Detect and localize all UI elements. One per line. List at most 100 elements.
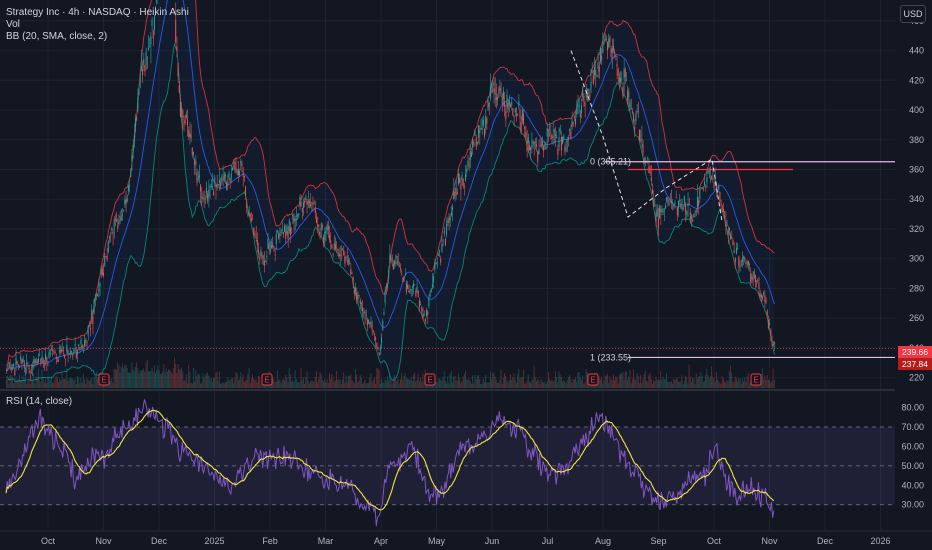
volume-bar	[116, 370, 117, 388]
volume-bar	[656, 379, 658, 388]
candle	[17, 364, 19, 367]
volume-bar	[213, 377, 214, 388]
volume-bar	[711, 366, 713, 388]
candle	[183, 118, 185, 120]
volume-bar	[560, 376, 562, 388]
volume-bar	[429, 383, 431, 388]
volume-bar	[230, 378, 232, 388]
volume-bar	[467, 379, 469, 388]
earnings-marker: E	[587, 373, 599, 386]
volume-bar	[642, 378, 644, 388]
volume-bar	[717, 379, 718, 388]
candle	[179, 101, 181, 117]
candle	[132, 144, 134, 151]
volume-bar	[447, 376, 449, 388]
volume-bar	[511, 380, 513, 388]
volume-bar	[527, 374, 529, 388]
volume-bar	[582, 375, 584, 388]
volume-bar	[650, 379, 652, 388]
volume-bar	[343, 372, 345, 388]
volume-legend[interactable]: Vol	[6, 19, 20, 30]
candle	[429, 292, 431, 297]
candle	[237, 170, 239, 176]
candle	[294, 218, 296, 222]
candle	[350, 269, 352, 274]
earnings-marker-label: E	[101, 376, 106, 385]
candle	[694, 210, 696, 212]
candle	[479, 130, 481, 133]
volume-bar	[727, 381, 729, 388]
candle	[443, 230, 445, 234]
earnings-marker-box	[98, 373, 110, 386]
time-tick-label: Oct	[41, 536, 56, 546]
candle	[392, 263, 394, 270]
rsi-legend[interactable]: RSI (14, close)	[6, 396, 73, 407]
candle	[275, 233, 277, 245]
rsi-ma-line	[5, 409, 775, 511]
volume-bar	[240, 372, 242, 388]
volume-bar	[628, 376, 630, 388]
volume-bar	[435, 381, 437, 388]
axis-background	[895, 0, 932, 550]
volume-bar	[334, 380, 336, 388]
bb-legend[interactable]: BB (20, SMA, close, 2)	[6, 31, 108, 42]
candle	[627, 89, 629, 101]
candle	[359, 300, 361, 304]
candle	[423, 314, 425, 316]
volume-bar	[76, 375, 78, 388]
candle	[391, 259, 393, 261]
candle	[628, 91, 630, 98]
volume-bar	[352, 381, 354, 388]
volume-bar	[234, 378, 236, 388]
candle	[248, 210, 250, 214]
currency-button[interactable]: USD	[900, 5, 926, 23]
candle	[9, 363, 11, 368]
volume-bar	[314, 376, 316, 388]
volume-bar	[625, 371, 627, 388]
volume-bar	[724, 381, 726, 388]
candle	[610, 48, 612, 57]
candle	[78, 344, 80, 347]
candle	[32, 365, 34, 368]
candle	[444, 238, 446, 246]
annotations: 0 (365.21) 1 (233.55) E E E E E	[0, 50, 895, 386]
candle	[388, 269, 390, 279]
volume-bar	[182, 371, 184, 388]
volume-bar	[407, 378, 409, 388]
candle	[334, 244, 336, 249]
candle	[315, 217, 317, 223]
volume-bar	[675, 379, 677, 388]
candle	[47, 362, 49, 364]
candle	[286, 226, 288, 234]
candle	[326, 224, 328, 230]
volume-bar	[15, 377, 17, 388]
volume-bar	[465, 370, 466, 388]
candle	[247, 213, 249, 216]
candle	[291, 229, 293, 231]
volume-bar	[623, 379, 625, 388]
volume-bar	[27, 381, 29, 388]
candle	[347, 260, 349, 263]
volume-bar	[256, 382, 258, 388]
candle	[330, 240, 332, 243]
volume-bar	[189, 372, 191, 388]
volume-bar	[481, 383, 483, 388]
candle	[224, 174, 226, 177]
candle	[370, 321, 372, 325]
volume-bar	[21, 380, 23, 388]
candle	[727, 229, 729, 235]
candle	[221, 176, 223, 182]
candle	[403, 276, 405, 280]
candle	[457, 174, 459, 185]
volume-bar	[538, 380, 540, 388]
candle	[301, 207, 303, 212]
candle	[452, 207, 454, 210]
volume-bar	[197, 373, 199, 388]
volume-bar	[485, 375, 487, 388]
symbol-title[interactable]: Strategy Inc · 4h · NASDAQ · Heikin Ashi	[6, 7, 189, 18]
candle	[643, 158, 645, 164]
volume-bar	[722, 378, 724, 388]
volume-bar	[43, 382, 45, 388]
